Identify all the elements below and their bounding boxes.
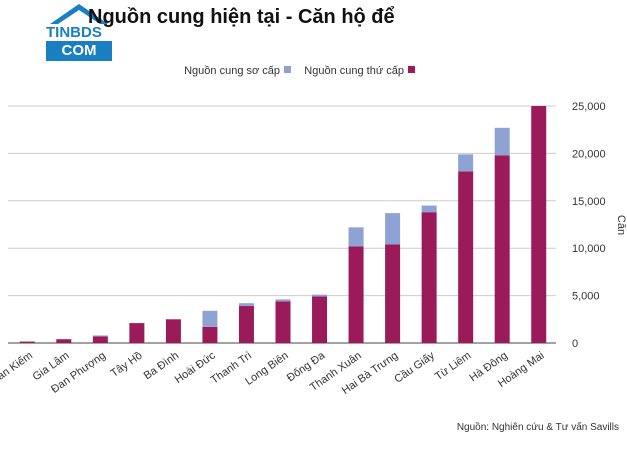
legend-swatch: [408, 66, 415, 73]
bar-segment-secondary: [494, 155, 510, 343]
y-axis-label: Căn: [615, 215, 627, 235]
x-tick-label: Cầu Giấy: [392, 349, 437, 385]
legend-swatch: [284, 66, 291, 73]
source-note: Nguồn: Nghiên cứu & Tư vấn Savills: [456, 422, 619, 433]
y-tick-label: 20,000: [572, 148, 606, 160]
bar-segment-secondary: [458, 171, 474, 343]
bar-segment-secondary: [312, 296, 328, 343]
bar-segment-primary: [421, 205, 437, 213]
x-tick-label: Từ Liêm: [433, 350, 473, 383]
logo-line-2: COM: [46, 41, 112, 61]
y-tick-label: 0: [572, 338, 578, 350]
bar-segment-secondary: [92, 336, 108, 343]
bar-segment-secondary: [531, 106, 547, 343]
chart-title: Nguồn cung hiện tại - Căn hộ để: [88, 6, 395, 28]
bar-segment-secondary: [165, 319, 181, 343]
y-tick-label: 5,000: [572, 291, 600, 303]
x-tick-label: Hoàn Kiếm: [0, 350, 35, 391]
bar-segment-primary: [458, 154, 474, 172]
y-tick-label: 10,000: [572, 243, 606, 255]
bar-segment-secondary: [129, 323, 145, 343]
bar-segment-secondary: [421, 212, 437, 343]
bar-segment-primary: [275, 299, 291, 302]
bar-segment-secondary: [56, 339, 72, 343]
bar-segment-secondary: [202, 326, 218, 343]
bar-segment-primary: [92, 335, 108, 337]
bar-segment-secondary: [348, 246, 364, 343]
bar-segment-secondary: [238, 306, 254, 343]
y-tick-label: 15,000: [572, 196, 606, 208]
bar-segment-primary: [238, 303, 254, 307]
x-tick-label: Tây Hồ: [109, 350, 145, 380]
logo-line-1: TINBDS: [46, 24, 102, 41]
bar-segment-secondary: [385, 244, 401, 343]
legend-label: Nguồn cung sơ cấp: [184, 65, 280, 77]
bar-segment-secondary: [275, 301, 291, 343]
logo: TINBDS COM: [46, 2, 112, 64]
y-tick-label: 25,000: [572, 101, 606, 113]
bar-segment-primary: [312, 294, 328, 297]
bar-segment-primary: [348, 227, 364, 247]
bar-segment-primary: [494, 127, 510, 156]
house-roof-icon: [50, 4, 108, 24]
bar-segment-secondary: [19, 341, 35, 343]
bar-segment-primary: [202, 310, 218, 327]
bar-segment-primary: [385, 213, 401, 245]
legend-label: Nguồn cung thứ cấp: [304, 65, 404, 77]
